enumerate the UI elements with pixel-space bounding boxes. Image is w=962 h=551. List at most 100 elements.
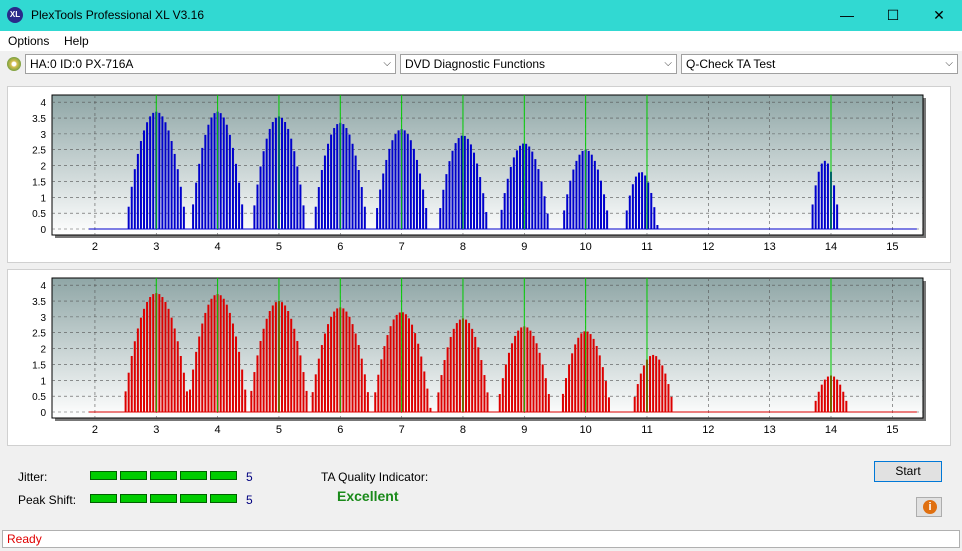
- bar: [649, 356, 652, 412]
- bar: [127, 372, 130, 412]
- chevron-down-icon: ⌵: [664, 58, 672, 69]
- bar: [136, 328, 139, 412]
- bar: [207, 124, 210, 229]
- bar: [287, 311, 290, 412]
- bar: [299, 184, 302, 229]
- bar: [333, 128, 336, 229]
- bar: [363, 374, 366, 412]
- bar: [541, 364, 544, 412]
- jitter-meter-segment: [180, 471, 207, 480]
- bar: [210, 117, 213, 229]
- bar: [323, 333, 326, 412]
- bar: [503, 193, 506, 229]
- bar: [449, 336, 452, 412]
- bar: [595, 345, 598, 412]
- menu-options[interactable]: Options: [8, 34, 50, 48]
- y-tick-label: 2.5: [32, 329, 46, 340]
- bar: [601, 367, 604, 412]
- bar: [231, 323, 234, 412]
- bar: [213, 295, 216, 412]
- bar: [486, 392, 489, 412]
- lower-chart: 2 3 4 5 6 7 8 9 10 11 12 13 14 15 0 0.5 1 1.5 2 2.5 3 3.5 4: [32, 277, 926, 436]
- bar: [571, 353, 574, 412]
- x-tick-label: 7: [399, 424, 405, 436]
- close-button[interactable]: ✕: [933, 7, 945, 23]
- bar: [647, 182, 650, 229]
- disc-drive-icon: [7, 57, 21, 71]
- bar: [458, 319, 461, 412]
- bar: [195, 182, 198, 229]
- lower-chart-panel: 2 3 4 5 6 7 8 9 10 11 12 13 14 15 0 0.5 1 1.5 2 2.5 3 3.5 4: [7, 269, 951, 446]
- bar: [811, 204, 814, 229]
- bar: [568, 364, 571, 412]
- bar: [404, 314, 407, 412]
- bar: [342, 308, 345, 412]
- jitter-meter-segment: [90, 471, 117, 480]
- bar: [253, 205, 256, 229]
- y-tick-label: 0: [40, 408, 46, 419]
- bar: [293, 151, 296, 229]
- x-tick-label: 10: [580, 241, 592, 253]
- bar: [480, 360, 483, 412]
- minimize-button[interactable]: —: [840, 7, 854, 23]
- bar: [314, 374, 317, 412]
- x-tick-label: 13: [764, 241, 776, 253]
- info-button[interactable]: i: [916, 497, 942, 517]
- bar: [420, 356, 423, 412]
- bar: [124, 391, 127, 412]
- bar: [317, 358, 320, 412]
- bar: [320, 169, 323, 229]
- bar: [658, 359, 661, 412]
- bar: [259, 166, 262, 229]
- bar: [380, 359, 383, 412]
- bar: [469, 144, 472, 229]
- bar: [351, 143, 354, 229]
- bar: [414, 333, 417, 412]
- x-tick-label: 12: [702, 424, 714, 436]
- plot-area: [51, 94, 924, 236]
- bar: [192, 204, 195, 229]
- bar: [161, 297, 164, 412]
- bar: [342, 124, 345, 229]
- bar: [377, 374, 380, 412]
- bar: [241, 204, 244, 229]
- bar: [207, 304, 210, 412]
- bar: [638, 172, 641, 229]
- start-button[interactable]: Start: [874, 461, 942, 482]
- bar: [437, 392, 440, 412]
- bar: [820, 384, 823, 412]
- bar: [336, 124, 339, 229]
- bar: [422, 189, 425, 229]
- maximize-button[interactable]: ☐: [886, 7, 900, 23]
- bar: [357, 345, 360, 412]
- x-tick-label: 13: [764, 424, 776, 436]
- menu-help[interactable]: Help: [64, 34, 89, 48]
- status-bar: Ready: [2, 530, 960, 548]
- bar: [628, 195, 631, 229]
- bar: [625, 210, 628, 229]
- chevron-down-icon: ⌵: [383, 58, 391, 69]
- bar: [826, 376, 829, 412]
- peak-shift-meter-segment: [90, 494, 117, 503]
- peak-shift-meter-segment: [120, 494, 147, 503]
- bar: [587, 150, 590, 229]
- bar: [323, 155, 326, 229]
- bar: [451, 150, 454, 229]
- bar: [540, 181, 543, 229]
- test-select[interactable]: Q-Check TA Test ⌵: [681, 54, 958, 74]
- drive-select[interactable]: HA:0 ID:0 PX-716A ⌵: [25, 54, 396, 74]
- function-select[interactable]: DVD Diagnostic Functions ⌵: [400, 54, 677, 74]
- bar: [485, 212, 488, 229]
- bar: [528, 146, 531, 229]
- bar: [271, 121, 274, 229]
- y-tick-label: 0: [40, 225, 46, 236]
- bar: [603, 194, 606, 229]
- bar: [817, 171, 820, 229]
- bar: [130, 355, 133, 412]
- bar: [656, 224, 659, 229]
- bar: [419, 173, 422, 229]
- bar: [443, 360, 446, 412]
- bar: [543, 196, 546, 229]
- bar: [392, 319, 395, 412]
- bar: [639, 373, 642, 412]
